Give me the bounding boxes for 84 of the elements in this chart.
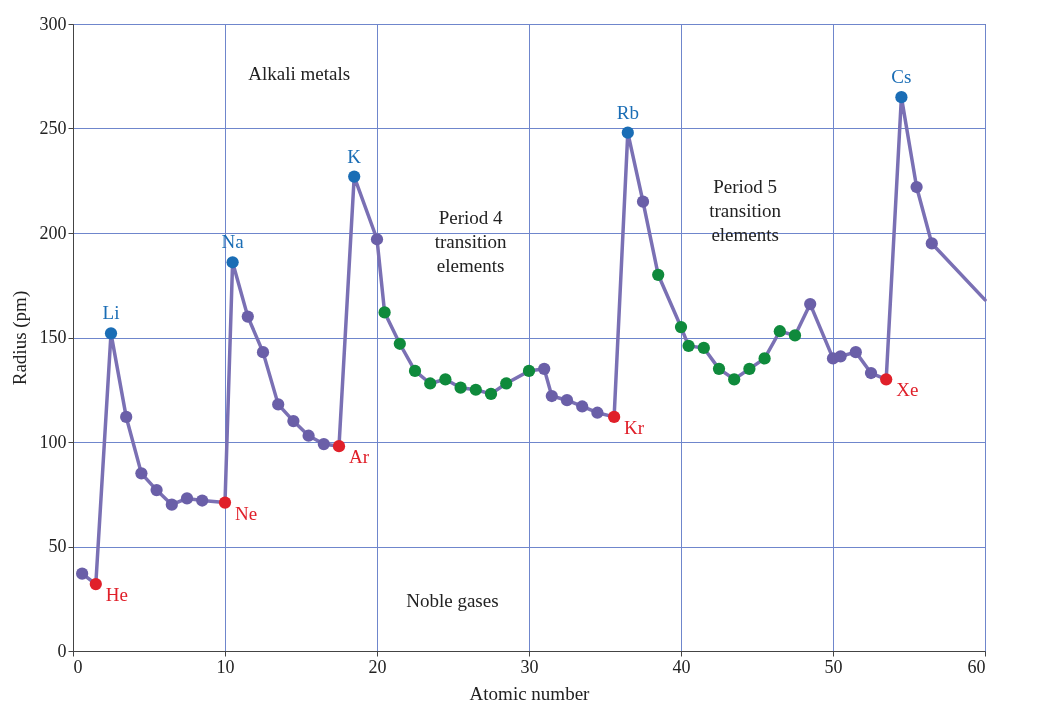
point	[241, 310, 254, 323]
point	[758, 352, 771, 365]
point	[652, 268, 665, 281]
annotation: Ar	[349, 446, 370, 468]
annotation: Noble gases	[406, 589, 499, 611]
point	[317, 437, 330, 451]
y-tick-label: 200	[39, 222, 67, 243]
point	[332, 440, 346, 453]
point	[89, 578, 102, 591]
point	[636, 195, 650, 208]
y-tick-label: 150	[39, 327, 67, 347]
point	[728, 373, 741, 386]
annotation: He	[105, 584, 128, 606]
point	[454, 381, 467, 394]
annotation: Ne	[235, 502, 258, 524]
point	[484, 387, 498, 401]
point	[788, 329, 802, 342]
point	[393, 337, 406, 350]
annotation: Period 4 transition elements	[434, 207, 508, 277]
point	[925, 237, 938, 250]
annotation: Xe	[896, 379, 919, 401]
point	[218, 496, 232, 509]
point	[712, 362, 726, 375]
point	[104, 327, 118, 340]
point	[522, 364, 536, 378]
point	[226, 256, 239, 269]
point	[621, 126, 634, 139]
point	[682, 339, 695, 352]
x-tick-label: 40	[672, 656, 691, 677]
y-tick-label: 50	[48, 536, 67, 556]
point	[864, 366, 878, 380]
point	[880, 373, 893, 386]
annotation: Rb	[616, 101, 639, 123]
annotation: Cs	[891, 66, 912, 88]
x-tick-label: 30	[520, 656, 539, 677]
point	[135, 467, 148, 480]
point	[849, 346, 862, 359]
point	[804, 297, 817, 311]
point	[302, 429, 315, 442]
point	[895, 91, 908, 104]
x-axis-title: Atomic number	[469, 682, 591, 704]
point	[591, 406, 604, 419]
point	[910, 180, 923, 194]
x-tick-label: 60	[967, 656, 986, 677]
y-tick-label: 250	[39, 118, 67, 138]
point	[608, 410, 621, 424]
point	[370, 233, 384, 246]
annotation: K	[347, 145, 362, 167]
point	[378, 306, 391, 319]
annotation: Kr	[624, 416, 645, 438]
point	[560, 394, 574, 407]
point	[545, 389, 558, 403]
point	[439, 373, 452, 386]
point	[500, 377, 513, 390]
point	[408, 364, 422, 378]
point	[743, 362, 756, 375]
point	[348, 170, 361, 183]
y-tick-label: 0	[57, 640, 67, 661]
point	[272, 398, 285, 411]
annotation: Li	[102, 302, 120, 324]
x-tick-label: 50	[824, 656, 843, 677]
x-tick-label: 20	[368, 656, 387, 677]
point	[76, 567, 89, 580]
point	[120, 410, 133, 424]
point	[538, 362, 551, 375]
point	[674, 320, 688, 334]
point	[287, 414, 300, 428]
point	[165, 498, 178, 511]
point	[773, 325, 786, 338]
point	[150, 483, 163, 497]
point	[196, 494, 209, 507]
point	[424, 377, 437, 390]
point	[180, 492, 194, 505]
x-tick-label: 10	[216, 656, 235, 677]
point	[469, 383, 482, 396]
y-tick-label: 300	[39, 13, 67, 34]
point	[697, 341, 710, 355]
point	[256, 346, 270, 359]
y-tick-label: 100	[39, 431, 67, 452]
y-axis-title: Radius (pm)	[8, 290, 31, 386]
x-tick-label: 0	[73, 656, 83, 677]
point	[834, 350, 847, 363]
point	[576, 400, 589, 413]
annotation: Alkali metals	[248, 63, 351, 85]
